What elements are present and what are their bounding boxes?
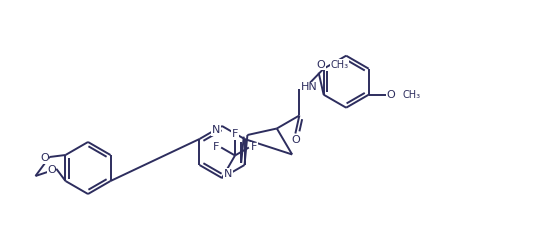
Text: CH₃: CH₃	[331, 60, 349, 70]
Text: O: O	[40, 153, 49, 163]
Text: O: O	[386, 90, 395, 100]
Text: F: F	[250, 142, 257, 153]
Text: CH₃: CH₃	[403, 90, 421, 100]
Text: F: F	[232, 129, 238, 139]
Text: N: N	[212, 125, 220, 135]
Text: O: O	[291, 136, 300, 145]
Text: HN: HN	[301, 82, 318, 92]
Text: O: O	[47, 165, 56, 175]
Text: O: O	[316, 60, 325, 70]
Text: N: N	[224, 169, 232, 179]
Text: F: F	[213, 142, 219, 153]
